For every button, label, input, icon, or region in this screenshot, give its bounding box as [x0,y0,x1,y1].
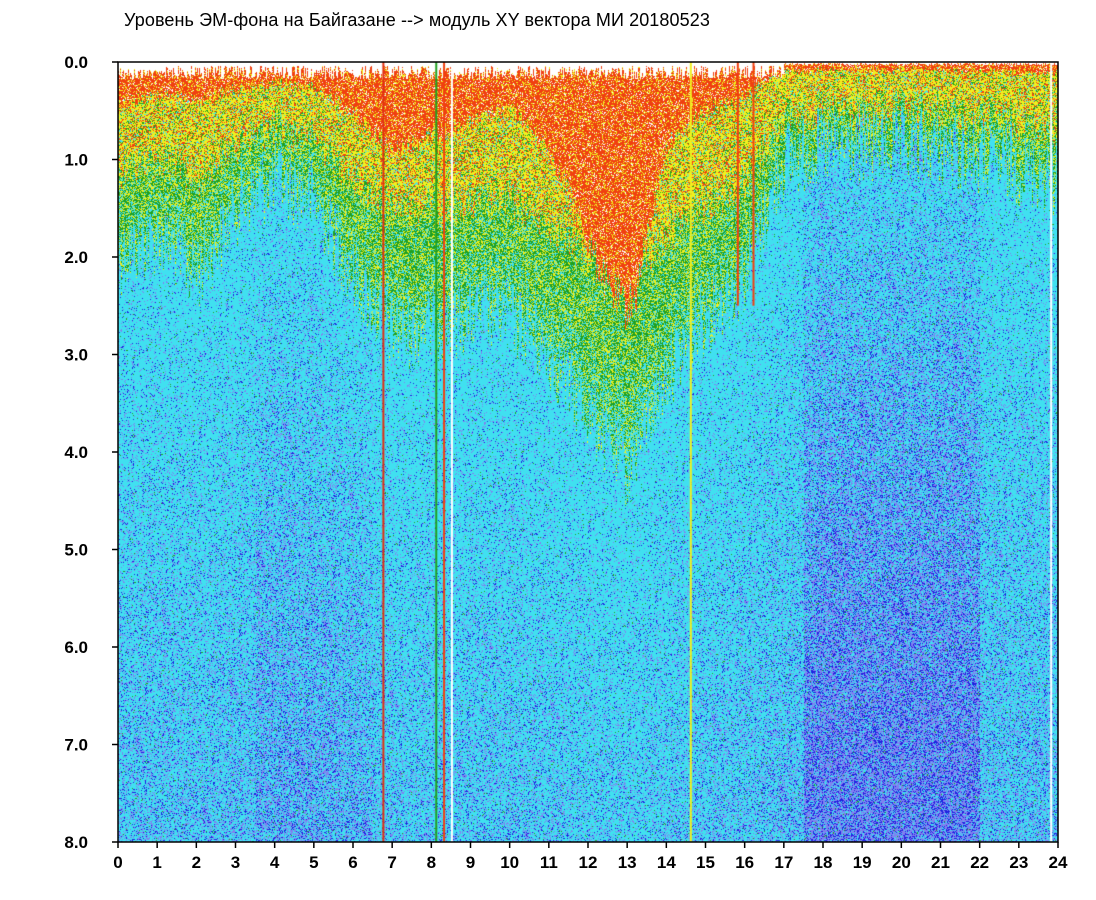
y-tick-label: 4.0 [64,443,88,462]
x-tick-label: 4 [270,853,280,872]
x-axis: 0 1 2 3 4 5 6 7 8 9 10 11 12 13 14 15 16 17 18 19 20 21 22 23 24 [113,842,1068,872]
heatmap-plot-area [118,62,1058,842]
chart-title: Уровень ЭМ-фона на Байгазане --> модуль … [124,10,710,30]
y-tick-label: 1.0 [64,151,88,170]
y-tick-label: 7.0 [64,736,88,755]
x-tick-label: 24 [1049,853,1068,872]
y-tick-label: 8.0 [64,833,88,852]
plot-frame [117,61,1059,843]
x-tick-label: 8 [427,853,436,872]
x-tick-label: 20 [892,853,911,872]
x-tick-label: 23 [1009,853,1028,872]
y-tick-label: 2.0 [64,248,88,267]
x-tick-label: 17 [774,853,793,872]
x-tick-label: 19 [853,853,872,872]
x-tick-label: 0 [113,853,122,872]
x-tick-label: 16 [735,853,754,872]
x-tick-label: 22 [970,853,989,872]
x-tick-label: 1 [152,853,161,872]
x-tick-label: 9 [466,853,475,872]
y-tick-label: 0.0 [64,53,88,72]
x-tick-label: 11 [540,853,558,872]
x-tick-label: 14 [657,853,676,872]
x-tick-label: 6 [348,853,357,872]
x-tick-label: 7 [387,853,396,872]
y-axis: 0.0 1.0 2.0 3.0 4.0 5.0 6.0 7.0 8.0 [64,53,118,852]
x-tick-label: 5 [309,853,318,872]
x-tick-label: 15 [696,853,715,872]
y-tick-label: 6.0 [64,638,88,657]
x-tick-label: 2 [192,853,201,872]
x-tick-label: 12 [579,853,598,872]
x-tick-label: 3 [231,853,240,872]
y-tick-label: 5.0 [64,541,88,560]
x-tick-label: 18 [814,853,833,872]
x-tick-label: 10 [500,853,519,872]
x-tick-label: 13 [618,853,637,872]
y-tick-label: 3.0 [64,346,88,365]
x-tick-label: 21 [931,853,950,872]
